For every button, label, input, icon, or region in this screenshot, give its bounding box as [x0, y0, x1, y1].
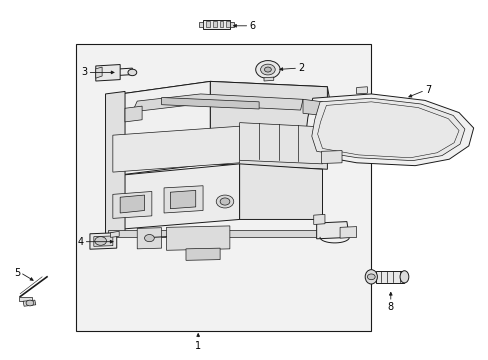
Text: 5: 5 [14, 267, 20, 278]
Polygon shape [90, 233, 117, 249]
Circle shape [255, 60, 280, 78]
Polygon shape [185, 248, 220, 260]
Polygon shape [110, 231, 119, 237]
Polygon shape [23, 300, 36, 306]
Polygon shape [170, 190, 195, 209]
Polygon shape [137, 228, 161, 249]
Polygon shape [321, 150, 341, 163]
Polygon shape [96, 64, 120, 81]
Polygon shape [166, 226, 229, 250]
Polygon shape [206, 22, 209, 27]
Polygon shape [108, 81, 210, 176]
Polygon shape [303, 99, 322, 116]
Text: 6: 6 [249, 21, 255, 31]
Polygon shape [305, 94, 473, 166]
Polygon shape [163, 186, 203, 213]
Circle shape [144, 234, 154, 242]
Bar [76, 44, 370, 330]
Polygon shape [108, 230, 322, 237]
Polygon shape [356, 87, 366, 94]
Polygon shape [98, 68, 132, 77]
Polygon shape [210, 81, 327, 169]
Text: 1: 1 [195, 341, 201, 351]
Text: 3: 3 [81, 67, 87, 77]
Text: 2: 2 [298, 63, 304, 73]
Polygon shape [132, 94, 303, 112]
Polygon shape [264, 77, 273, 81]
Circle shape [26, 300, 34, 306]
Polygon shape [113, 126, 239, 172]
Circle shape [220, 198, 229, 205]
Polygon shape [203, 21, 229, 29]
Polygon shape [339, 226, 356, 238]
Polygon shape [375, 271, 404, 283]
Polygon shape [226, 22, 229, 27]
Polygon shape [213, 22, 216, 27]
Polygon shape [311, 98, 464, 161]
Polygon shape [316, 222, 348, 239]
Polygon shape [313, 215, 325, 225]
Polygon shape [229, 22, 233, 27]
Ellipse shape [365, 270, 377, 284]
Polygon shape [19, 297, 32, 301]
Polygon shape [219, 22, 223, 27]
Polygon shape [108, 81, 331, 123]
Polygon shape [239, 123, 322, 164]
Text: 8: 8 [387, 302, 393, 312]
Polygon shape [125, 106, 142, 122]
Polygon shape [108, 164, 239, 230]
Ellipse shape [399, 271, 408, 283]
Text: 4: 4 [77, 237, 83, 247]
Polygon shape [113, 192, 152, 219]
Polygon shape [94, 236, 113, 246]
Polygon shape [120, 195, 144, 213]
Polygon shape [239, 164, 322, 220]
Text: 7: 7 [424, 85, 430, 95]
Polygon shape [161, 98, 259, 109]
Ellipse shape [128, 69, 137, 76]
Circle shape [95, 237, 106, 245]
Polygon shape [105, 91, 125, 236]
Polygon shape [96, 67, 102, 78]
Circle shape [260, 64, 275, 75]
Polygon shape [199, 22, 203, 27]
Circle shape [366, 274, 374, 280]
Circle shape [264, 67, 271, 72]
Circle shape [216, 195, 233, 208]
